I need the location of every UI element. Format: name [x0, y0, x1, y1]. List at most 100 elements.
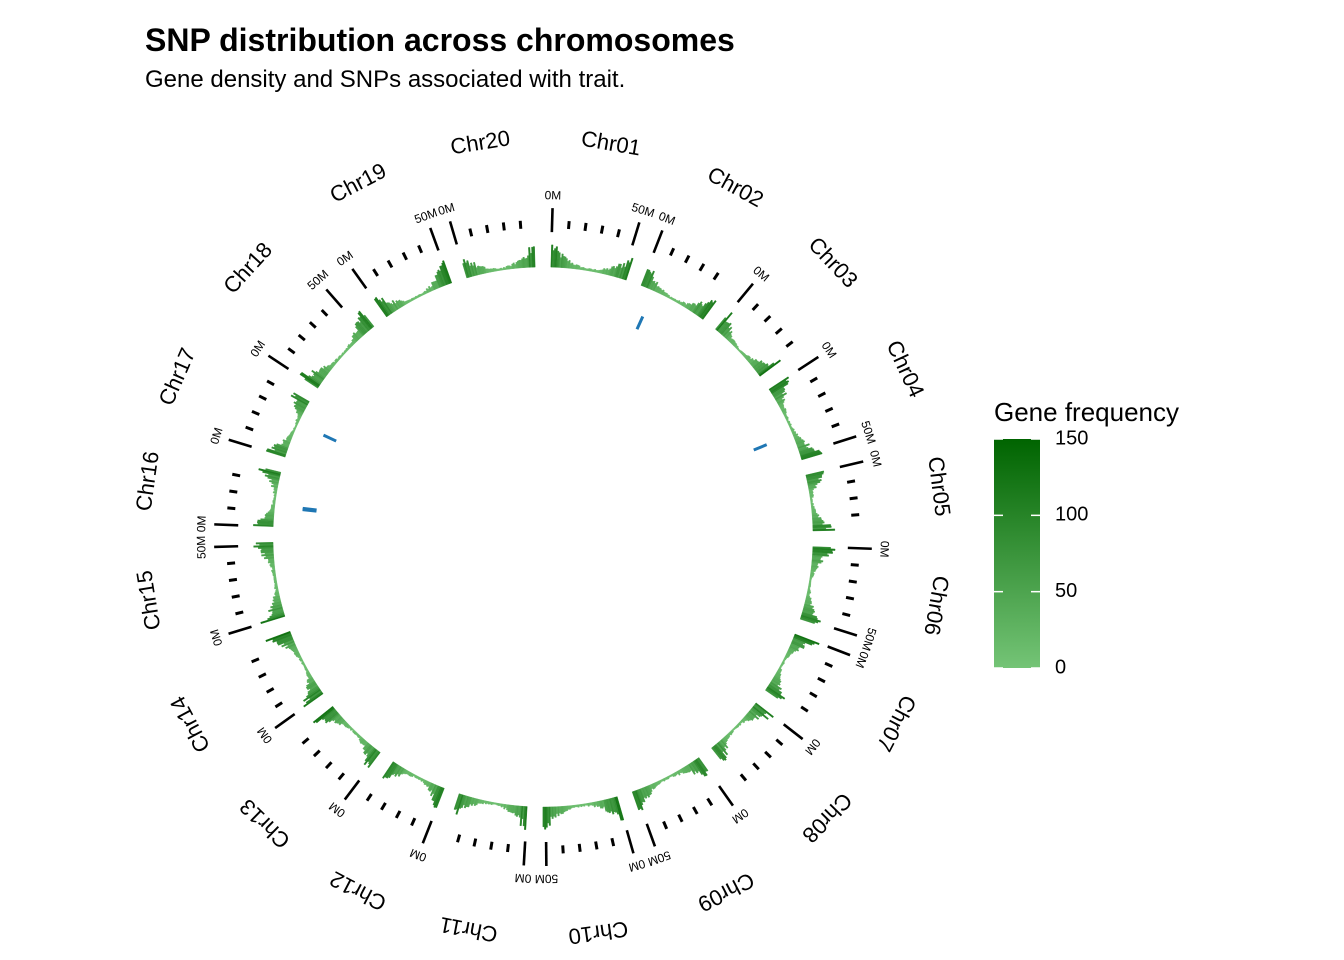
density-bar: [598, 800, 603, 809]
density-bar: [785, 418, 789, 422]
minor-tick: [226, 561, 236, 566]
density-bar: [349, 727, 354, 732]
chromosome-chr09: [631, 757, 709, 811]
major-tick: [267, 354, 290, 371]
density-bar: [312, 705, 334, 724]
density-bar: [463, 795, 470, 809]
minor-tick: [472, 838, 478, 847]
density-bar: [684, 765, 690, 773]
minor-tick: [851, 513, 860, 517]
tick-label: 0M: [627, 857, 647, 875]
density-bar: [253, 544, 274, 548]
density-bar: [512, 262, 516, 269]
density-bar: [292, 427, 296, 431]
density-bar: [619, 262, 626, 279]
density-bar: [272, 595, 280, 599]
density-bar: [305, 687, 321, 698]
density-bar: [306, 676, 314, 682]
major-tick: [274, 713, 296, 730]
minor-tick: [849, 496, 858, 501]
density-bar: [811, 565, 819, 568]
density-bar: [356, 320, 368, 334]
snp-mark: [302, 506, 317, 512]
density-bar: [308, 375, 322, 385]
density-bar: [682, 302, 687, 307]
minor-tick: [824, 406, 834, 413]
density-bar: [720, 739, 729, 749]
density-bar: [557, 252, 561, 268]
density-bar: [385, 302, 394, 314]
density-bar: [276, 636, 293, 645]
minor-tick: [800, 705, 809, 713]
density-bar: [697, 757, 709, 772]
minor-tick: [842, 612, 851, 617]
density-bar: [740, 719, 746, 724]
minor-tick: [616, 228, 621, 238]
tick-label: 50M: [646, 848, 673, 869]
density-bar: [783, 412, 787, 416]
density-bar: [358, 310, 374, 329]
chart-subtitle: Gene density and SNPs associated with tr…: [145, 66, 626, 93]
density-bar: [734, 725, 738, 729]
density-bar: [793, 636, 813, 646]
density-bar: [690, 762, 699, 774]
chromosome-chr05: [805, 470, 836, 532]
major-tick: [214, 544, 239, 549]
density-bar: [307, 686, 320, 696]
density-bar: [425, 288, 430, 294]
density-bar: [437, 269, 446, 287]
density-bar: [276, 443, 289, 450]
density-bar: [735, 345, 739, 350]
density-bar: [265, 468, 282, 474]
density-bar: [302, 688, 321, 702]
density-bar: [408, 299, 412, 303]
density-bar: [661, 291, 666, 296]
density-bar: [453, 793, 461, 811]
density-bar: [787, 649, 794, 654]
major-tick: [228, 625, 252, 636]
density-bar: [328, 364, 334, 369]
major-tick: [325, 288, 344, 309]
density-bar: [812, 528, 836, 532]
chromosome-chr08: [711, 702, 774, 762]
major-tick: [736, 282, 754, 304]
density-bar: [600, 800, 604, 809]
tick-label: 0M: [436, 200, 456, 218]
density-bar: [271, 446, 288, 454]
density-bar: [800, 614, 821, 623]
chromosome-chr04: [768, 376, 823, 461]
tick-label: 0M: [408, 846, 429, 865]
density-bar: [554, 246, 558, 268]
density-bar: [777, 400, 785, 406]
density-bar: [324, 710, 338, 722]
density-bar: [550, 244, 554, 268]
density-bar: [305, 681, 317, 689]
density-bar: [273, 443, 289, 451]
density-bar: [770, 380, 790, 394]
density-bar: [771, 382, 789, 395]
density-bar: [367, 750, 380, 765]
chromosome-chr14: [265, 630, 324, 708]
legend-ticks: 0 50 100 150: [994, 427, 1088, 678]
minor-tick: [831, 422, 840, 429]
minor-tick: [401, 251, 408, 261]
density-bar: [812, 550, 833, 554]
density-bar: [789, 645, 800, 652]
minor-tick: [712, 272, 720, 281]
minor-tick: [848, 579, 857, 584]
major-tick: [343, 779, 361, 801]
minor-tick: [739, 773, 748, 782]
chromosome-label: Chr12: [326, 866, 391, 916]
density-bar: [290, 394, 309, 406]
chromosome-label: Chr16: [131, 450, 164, 513]
chromosome-label: Chr18: [218, 237, 277, 298]
density-bar: [733, 342, 738, 348]
density-bar: [324, 711, 339, 724]
density-bar: [271, 569, 276, 572]
density-bar: [270, 603, 283, 609]
density-bar: [387, 302, 396, 313]
density-bar: [754, 702, 774, 719]
density-bar: [428, 783, 434, 792]
density-bar: [724, 330, 733, 339]
density-bar: [394, 765, 402, 777]
